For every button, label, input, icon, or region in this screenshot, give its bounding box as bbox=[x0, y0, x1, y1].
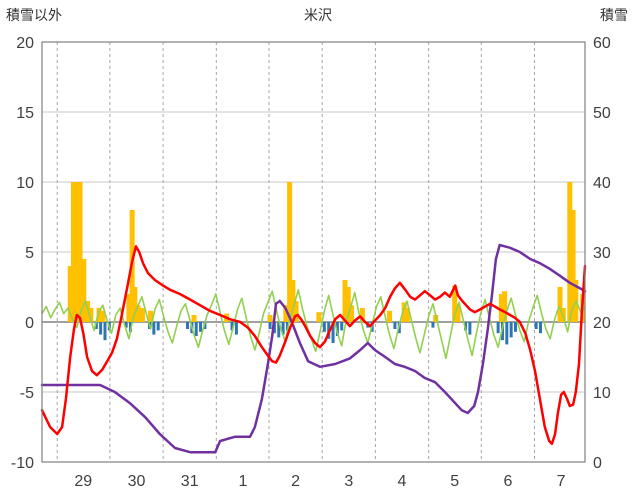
orange-bars bbox=[67, 182, 586, 322]
svg-text:30: 30 bbox=[593, 245, 611, 262]
svg-text:31: 31 bbox=[181, 473, 199, 490]
svg-text:15: 15 bbox=[16, 105, 34, 122]
svg-text:40: 40 bbox=[593, 175, 611, 192]
plot-border bbox=[41, 41, 586, 463]
left-axis-title: 積雪以外 bbox=[6, 7, 62, 23]
green-line bbox=[41, 289, 586, 360]
svg-text:2: 2 bbox=[291, 473, 300, 490]
svg-text:0: 0 bbox=[25, 315, 34, 332]
svg-text:3: 3 bbox=[344, 473, 353, 490]
purple-line bbox=[40, 243, 587, 454]
svg-text:10: 10 bbox=[593, 385, 611, 402]
svg-text:20: 20 bbox=[593, 315, 611, 332]
chart-title: 米沢 bbox=[304, 7, 332, 23]
svg-text:6: 6 bbox=[503, 473, 512, 490]
right-axis-ticks: 60 50 40 30 20 10 0 bbox=[593, 35, 611, 472]
svg-text:60: 60 bbox=[593, 35, 611, 52]
svg-text:10: 10 bbox=[16, 175, 34, 192]
svg-text:20: 20 bbox=[16, 35, 34, 52]
svg-text:50: 50 bbox=[593, 105, 611, 122]
svg-text:5: 5 bbox=[25, 245, 34, 262]
svg-text:-5: -5 bbox=[20, 385, 34, 402]
left-axis-ticks: 20 15 10 5 0 -5 -10 bbox=[11, 35, 34, 472]
svg-text:1: 1 bbox=[238, 473, 247, 490]
svg-text:0: 0 bbox=[593, 455, 602, 472]
right-axis-title: 積雪 bbox=[600, 7, 628, 23]
svg-text:7: 7 bbox=[557, 473, 566, 490]
x-axis-ticks: 29 30 31 1 2 3 4 5 6 7 bbox=[74, 473, 565, 490]
svg-text:5: 5 bbox=[450, 473, 459, 490]
svg-text:4: 4 bbox=[398, 473, 407, 490]
svg-text:-10: -10 bbox=[11, 455, 34, 472]
vertical-gridlines bbox=[56, 42, 536, 462]
red-line bbox=[40, 245, 587, 446]
svg-text:30: 30 bbox=[128, 473, 146, 490]
svg-text:29: 29 bbox=[74, 473, 92, 490]
